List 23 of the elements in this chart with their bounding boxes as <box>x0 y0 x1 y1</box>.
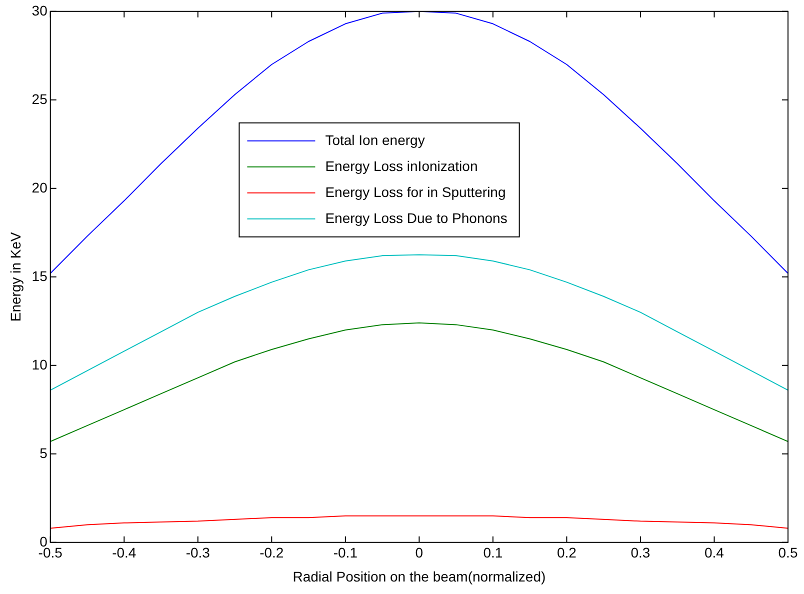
y-tick-label: 15 <box>32 268 48 284</box>
y-tick-label: 10 <box>32 356 48 372</box>
x-tick-label: 0.2 <box>556 544 577 561</box>
y-tick-label: 0 <box>40 533 48 550</box>
x-axis-title: Radial Position on the beam(normalized) <box>292 568 546 584</box>
x-tick-label: 0 <box>415 544 424 561</box>
y-tick-label: 30 <box>32 2 48 18</box>
y-tick-label: 5 <box>40 444 48 461</box>
y-tick-label: 20 <box>32 179 48 196</box>
legend-label: Energy Loss inIonization <box>325 158 478 174</box>
legend-label: Energy Loss Due to Phonons <box>325 210 508 226</box>
legend-label: Total Ion energy <box>325 132 425 148</box>
legend-label: Energy Loss for in Sputtering <box>325 184 506 200</box>
x-tick-label: 0.1 <box>483 544 503 561</box>
x-tick-label: 0.5 <box>778 544 798 561</box>
x-tick-label: -0.1 <box>333 544 358 561</box>
y-axis-title: Energy in KeV <box>7 231 24 322</box>
y-tick-label: 25 <box>32 90 48 107</box>
x-tick-label: 0.3 <box>630 544 650 561</box>
x-tick-label: 0.4 <box>704 544 724 561</box>
x-tick-label: -0.3 <box>186 544 210 561</box>
x-tick-label: -0.4 <box>112 544 136 561</box>
x-tick-label: -0.2 <box>260 544 284 561</box>
